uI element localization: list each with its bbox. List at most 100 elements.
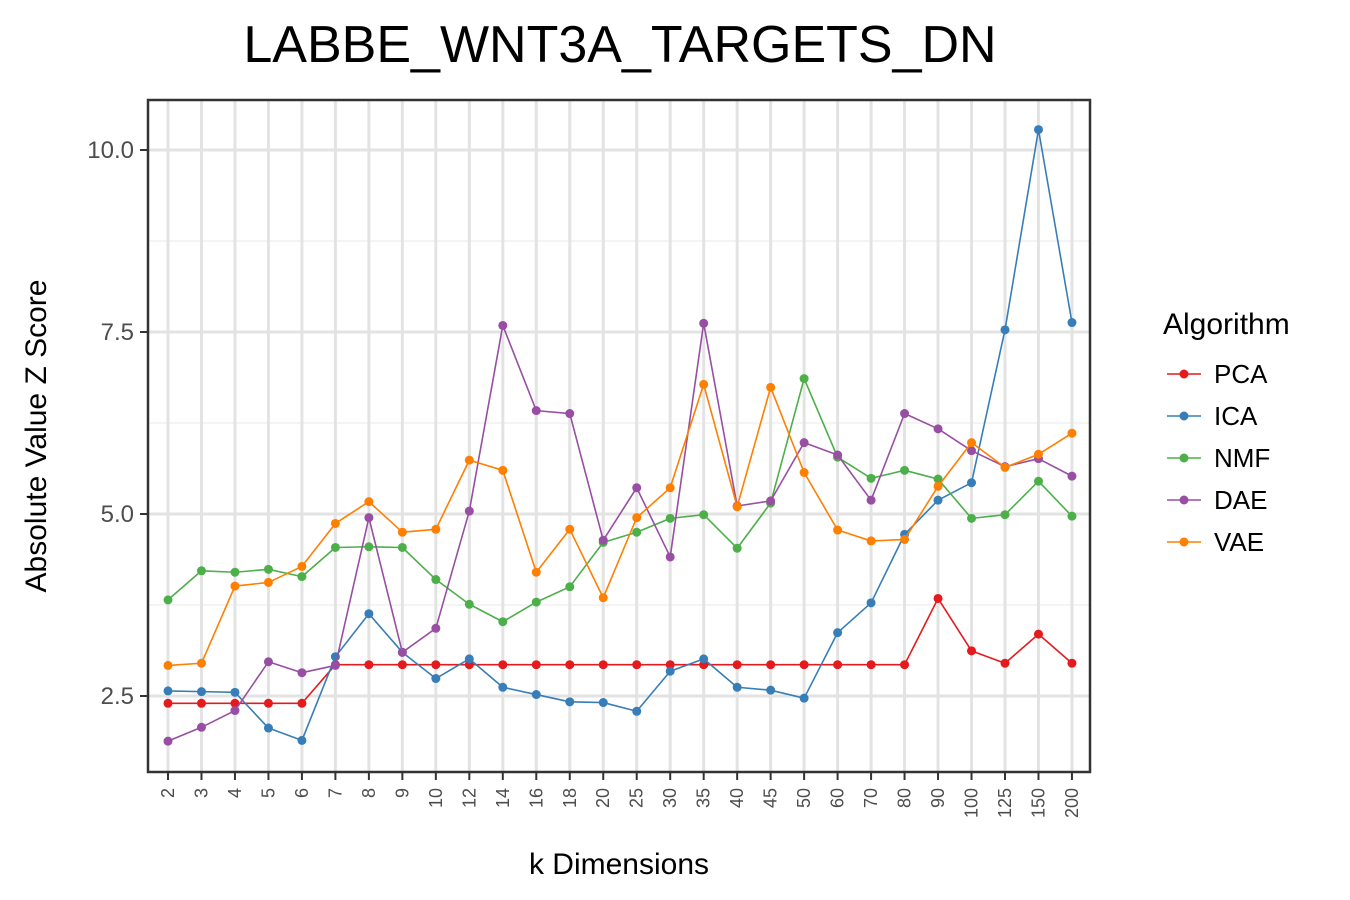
data-point-dae [933, 424, 943, 434]
data-point-dae [431, 623, 441, 633]
data-point-nmf [531, 597, 541, 607]
data-point-vae [866, 536, 876, 546]
x-tick-label: 40 [727, 788, 747, 808]
data-point-dae [967, 446, 977, 456]
data-point-nmf [1033, 476, 1043, 486]
data-point-ica [967, 478, 977, 488]
x-tick-label: 125 [995, 788, 1015, 818]
data-point-ica [297, 735, 307, 745]
x-tick-label: 5 [258, 788, 278, 798]
data-point-pca [665, 660, 675, 670]
legend-item-nmf: NMF [1167, 443, 1270, 473]
data-point-vae [397, 527, 407, 537]
data-point-dae [364, 513, 374, 523]
legend-key-point [1179, 453, 1189, 463]
data-point-pca [766, 660, 776, 670]
data-point-dae [900, 409, 910, 419]
data-point-vae [163, 660, 173, 670]
data-point-ica [732, 682, 742, 692]
data-point-ica [464, 654, 474, 664]
data-point-pca [632, 660, 642, 670]
data-point-dae [565, 409, 575, 419]
legend-label: ICA [1214, 401, 1258, 431]
data-point-nmf [1000, 510, 1010, 520]
data-point-nmf [330, 542, 340, 552]
legend-item-vae: VAE [1167, 527, 1264, 557]
data-point-vae [230, 581, 240, 591]
data-point-pca [1033, 629, 1043, 639]
data-point-pca [565, 660, 575, 670]
legend-key-point [1179, 411, 1189, 421]
data-point-ica [766, 685, 776, 695]
x-tick-label: 35 [694, 788, 714, 808]
data-point-vae [967, 438, 977, 448]
data-point-pca [732, 660, 742, 670]
legend-key-point [1179, 537, 1189, 547]
x-tick-label: 45 [761, 788, 781, 808]
x-tick-label: 10 [426, 788, 446, 808]
legend: Algorithm PCA ICA NMF DAE VAE [1163, 308, 1290, 557]
y-tick-label: 5.0 [101, 501, 134, 528]
data-point-nmf [699, 510, 709, 520]
data-point-nmf [498, 617, 508, 627]
data-point-ica [431, 674, 441, 684]
data-point-nmf [196, 566, 206, 576]
legend-label: DAE [1214, 485, 1267, 515]
data-point-vae [1000, 462, 1010, 472]
data-point-dae [196, 722, 206, 732]
x-tick-label: 50 [794, 788, 814, 808]
data-point-pca [598, 660, 608, 670]
x-tick-label: 16 [526, 788, 546, 808]
data-point-nmf [397, 542, 407, 552]
data-point-vae [900, 534, 910, 544]
data-point-ica [665, 666, 675, 676]
series-line-pca [168, 597, 1073, 705]
x-tick-label: 150 [1028, 788, 1048, 818]
y-tick-label: 10.0 [87, 137, 134, 164]
data-point-pca [1067, 658, 1077, 668]
plot-panel-border [146, 98, 1092, 774]
data-point-pca [364, 660, 374, 670]
data-point-ica [565, 697, 575, 707]
data-point-dae [799, 438, 809, 448]
data-point-vae [799, 468, 809, 478]
data-point-pca [297, 698, 307, 708]
data-point-nmf [799, 374, 809, 384]
data-point-ica [196, 687, 206, 697]
data-point-dae [665, 552, 675, 562]
data-point-vae [297, 561, 307, 571]
data-point-dae [598, 535, 608, 545]
data-point-pca [933, 593, 943, 603]
data-point-pca [967, 646, 977, 656]
data-point-vae [766, 382, 776, 392]
data-point-nmf [732, 543, 742, 553]
data-point-pca [799, 660, 809, 670]
data-point-ica [699, 654, 709, 664]
y-axis: 2.5 5.0 7.5 10.0 [87, 137, 148, 710]
data-point-dae [464, 506, 474, 516]
x-axis-title: k Dimensions [529, 848, 709, 881]
data-point-pca [230, 698, 240, 708]
data-point-ica [632, 706, 642, 716]
y-axis-title: Absolute Value Z Score [20, 280, 53, 593]
data-point-pca [163, 698, 173, 708]
data-point-vae [632, 513, 642, 523]
data-point-dae [1067, 471, 1077, 481]
data-point-dae [297, 668, 307, 678]
data-point-nmf [665, 513, 675, 523]
minor-gridlines [148, 240, 1090, 606]
x-tick-label: 200 [1062, 788, 1082, 818]
data-point-vae [364, 497, 374, 507]
data-point-nmf [364, 542, 374, 552]
data-point-dae [632, 483, 642, 493]
data-point-pca [263, 698, 273, 708]
data-point-ica [263, 723, 273, 733]
legend-label: VAE [1214, 527, 1264, 557]
x-tick-label: 90 [928, 788, 948, 808]
data-point-vae [498, 465, 508, 475]
data-point-nmf [1067, 511, 1077, 521]
x-axis: 2 3 4 5 6 7 8 9 10 12 14 16 18 20 25 30 35 40 45 50 60 70 80 90… [158, 772, 1082, 818]
data-point-ica [163, 686, 173, 696]
data-point-nmf [933, 474, 943, 484]
